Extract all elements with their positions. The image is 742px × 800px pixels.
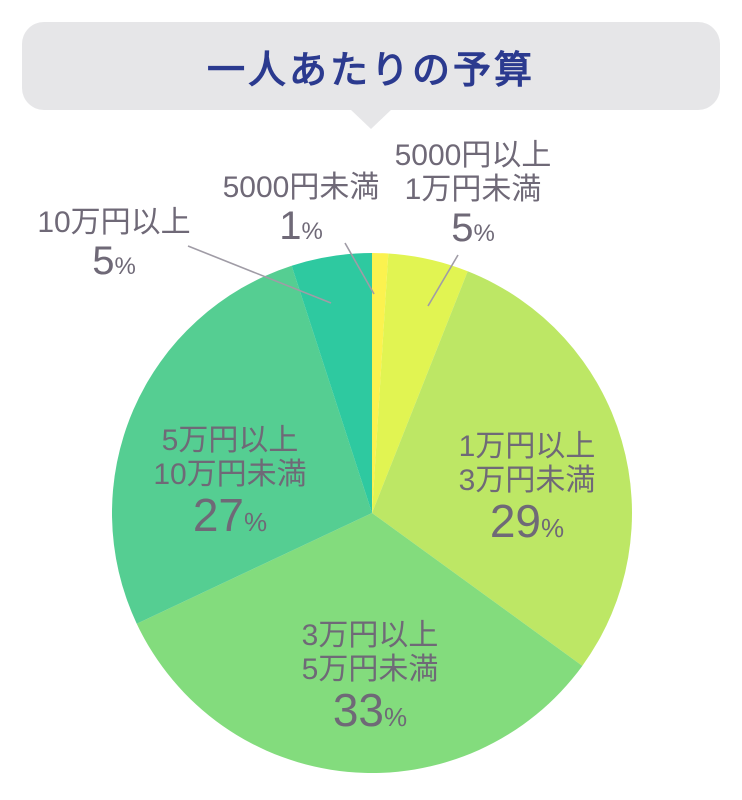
pie-slice-1 [372, 253, 468, 513]
label-under-5000: 5000円未満 1% [223, 171, 380, 253]
slice-label-text: 3万円以上 [301, 619, 439, 652]
slice-label-text: 5000円以上 [394, 139, 552, 172]
slice-percent: 27% [192, 489, 268, 541]
pie-slice-5 [291, 253, 372, 513]
slice-label-text: 10万円未満 [153, 458, 307, 491]
title-banner: 一人あたりの予算 [22, 22, 720, 110]
banner-pointer [350, 109, 392, 129]
slice-percent: 33% [332, 684, 408, 736]
slice-label-text: 1万円以上 [458, 430, 596, 463]
slice-label-text: 5万円未満 [301, 653, 439, 686]
label-5000-to-10000: 5000円以上 1万円未満 5% [395, 139, 552, 255]
pie-slice-2 [372, 271, 632, 666]
chart-title: 一人あたりの予算 [206, 49, 535, 92]
slice-label-text: 5万円以上 [161, 424, 299, 457]
slice-label-text: 5000円未満 [222, 171, 380, 204]
label-over-100000: 10万円以上 5% [37, 206, 190, 288]
slice-label-text: 1万円未満 [404, 173, 542, 206]
slice-label-text: 10万円以上 [37, 206, 191, 239]
pie-slice-4 [112, 265, 372, 624]
pie-chart [112, 253, 632, 773]
slice-percent: 1% [279, 204, 323, 248]
label-30000-to-50000: 3万円以上 5万円未満 33% [302, 619, 439, 740]
label-50000-to-100000: 5万円以上 10万円未満 27% [153, 424, 306, 545]
label-10000-to-30000: 1万円以上 3万円未満 29% [459, 430, 596, 551]
pie-slice-3 [136, 513, 583, 773]
slice-percent: 5% [92, 239, 136, 283]
pie-slice-0 [372, 253, 389, 513]
slice-label-text: 3万円未満 [458, 464, 596, 497]
slice-percent: 29% [489, 495, 565, 547]
slice-percent: 5% [451, 206, 495, 250]
